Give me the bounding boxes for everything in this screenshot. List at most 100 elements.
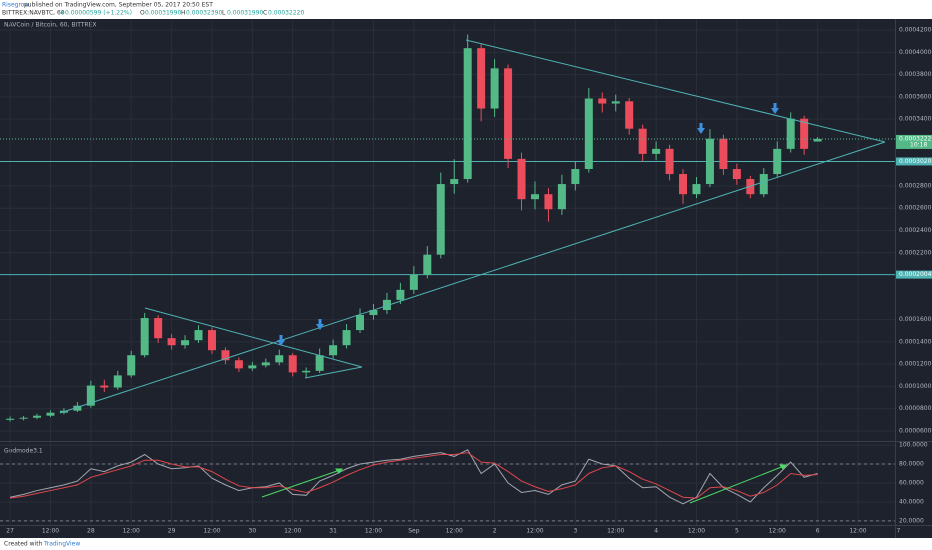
y-tick-label: 0.00028000	[899, 182, 932, 189]
x-tick-label: 28	[87, 528, 95, 535]
candle-body	[463, 48, 472, 180]
x-tick-label: 4	[654, 528, 658, 535]
footer-brand[interactable]: TradingView	[43, 541, 80, 548]
candle-body	[33, 415, 42, 418]
published-note: published on TradingView.com, September …	[24, 2, 213, 9]
ohlc-key: L	[222, 10, 226, 17]
candle-body	[679, 174, 688, 195]
ohlc-value: 0.00031990	[145, 10, 181, 17]
plot-layer: 27 12:00 28 12:00 29 12:00 30 12:00 31 12:00 Sep 12…	[0, 20, 932, 535]
candle-body	[571, 169, 580, 185]
ohlc-value: 0.00031990	[227, 10, 263, 17]
candle-body	[6, 418, 15, 420]
y-tick-label: 0.00016000	[899, 316, 932, 323]
trend-line	[144, 307, 363, 368]
footer-bar	[0, 538, 932, 550]
oscillator-line	[10, 452, 818, 499]
candle-body	[288, 355, 297, 373]
candle-body	[490, 68, 499, 109]
candle-body	[759, 174, 768, 195]
arrow-head	[779, 464, 787, 470]
y-tick-label: 0.00026000	[899, 205, 932, 212]
footer-text: Created with	[4, 541, 43, 548]
down-arrow	[316, 319, 324, 330]
y-tick-label: 0.00012000	[899, 361, 932, 368]
y-tick-label: 0.00014000	[899, 338, 932, 345]
x-tick-label: 29	[168, 528, 176, 535]
ohlc-key: H	[181, 10, 186, 17]
candle-body	[342, 330, 351, 346]
oscillator-title: Godmode3.1	[4, 448, 43, 455]
y-tick-label: 0.00010000	[899, 383, 932, 390]
y-tick-label: 0.00024000	[899, 227, 932, 234]
candle-body	[369, 310, 378, 316]
candle-body	[248, 365, 257, 369]
trend-lines	[59, 39, 886, 414]
y-tick-label: 0.00042000	[899, 27, 932, 34]
candle-body	[786, 118, 795, 149]
candle-body	[329, 345, 338, 356]
candle-body	[86, 385, 95, 406]
y-tick-label: 0.00038000	[899, 71, 932, 78]
y-tick-label: 0.00008000	[899, 405, 932, 412]
candle-body	[154, 318, 163, 339]
symbol: BITTREX:NAVBTC, 60	[2, 10, 65, 17]
candle-body	[800, 118, 809, 149]
y-tick-label: 60.0000	[899, 479, 924, 486]
x-tick-label: Sep	[408, 528, 420, 535]
candle-body	[436, 184, 445, 255]
x-tick-label: 5	[735, 528, 739, 535]
x-tick-label: 12:00	[284, 528, 301, 535]
y-tick-label: 80.0000	[899, 461, 924, 468]
candle-body	[705, 138, 714, 185]
candle-body	[813, 138, 822, 142]
candle-body	[396, 289, 405, 300]
candle-body	[127, 355, 136, 376]
x-tick-label: 27	[6, 528, 14, 535]
y-tick-label: 0.00040000	[899, 49, 932, 56]
candle-body	[504, 68, 513, 159]
candle-body	[625, 101, 634, 129]
ohlc-value: 0.00032220	[268, 10, 304, 17]
candle-body	[477, 48, 486, 109]
candle-body	[517, 158, 526, 200]
y-tick-label: 0.00022000	[899, 249, 932, 256]
candle-body	[652, 148, 661, 154]
candle-body	[584, 98, 593, 170]
candle-body	[73, 405, 82, 411]
x-tick-label: 12:00	[365, 528, 382, 535]
candle-body	[302, 370, 311, 373]
trend-line	[59, 141, 886, 414]
header-bar	[0, 0, 932, 19]
candle-body	[409, 274, 418, 290]
candle-body	[773, 148, 782, 175]
candle-body	[167, 338, 176, 346]
ohlc-readout: O 0.00031990 H 0.00032390 L 0.00031990 C 0.0003…	[140, 10, 304, 17]
arrow-head	[335, 468, 343, 474]
x-tick-label: 30	[249, 528, 257, 535]
publisher[interactable]: Risegrow	[2, 2, 29, 9]
level-label-bg	[896, 157, 932, 166]
candle-body	[732, 169, 741, 180]
arrows	[277, 103, 779, 346]
ohlc-key: C	[263, 10, 267, 17]
candle-body	[719, 138, 728, 170]
trend-line	[465, 39, 886, 143]
price-change: +0.00000599 (+1.22%)	[60, 10, 132, 17]
down-arrow	[277, 335, 285, 346]
divergence-arrows	[261, 464, 787, 504]
level-label-bg	[896, 270, 932, 279]
x-tick-label: 2	[493, 528, 497, 535]
x-tick-label: 12:00	[769, 528, 786, 535]
candle-body	[315, 355, 324, 371]
down-arrow	[697, 123, 705, 134]
candle-body	[207, 330, 216, 351]
candle-body	[234, 360, 243, 369]
candle-body	[382, 299, 391, 311]
candle-body	[140, 318, 149, 356]
candle-body	[530, 194, 539, 200]
y-tick-label: 0.00036000	[899, 93, 932, 100]
countdown: 10:18	[910, 141, 927, 148]
x-tick-label: 12:00	[526, 528, 543, 535]
candle-body	[598, 98, 607, 104]
